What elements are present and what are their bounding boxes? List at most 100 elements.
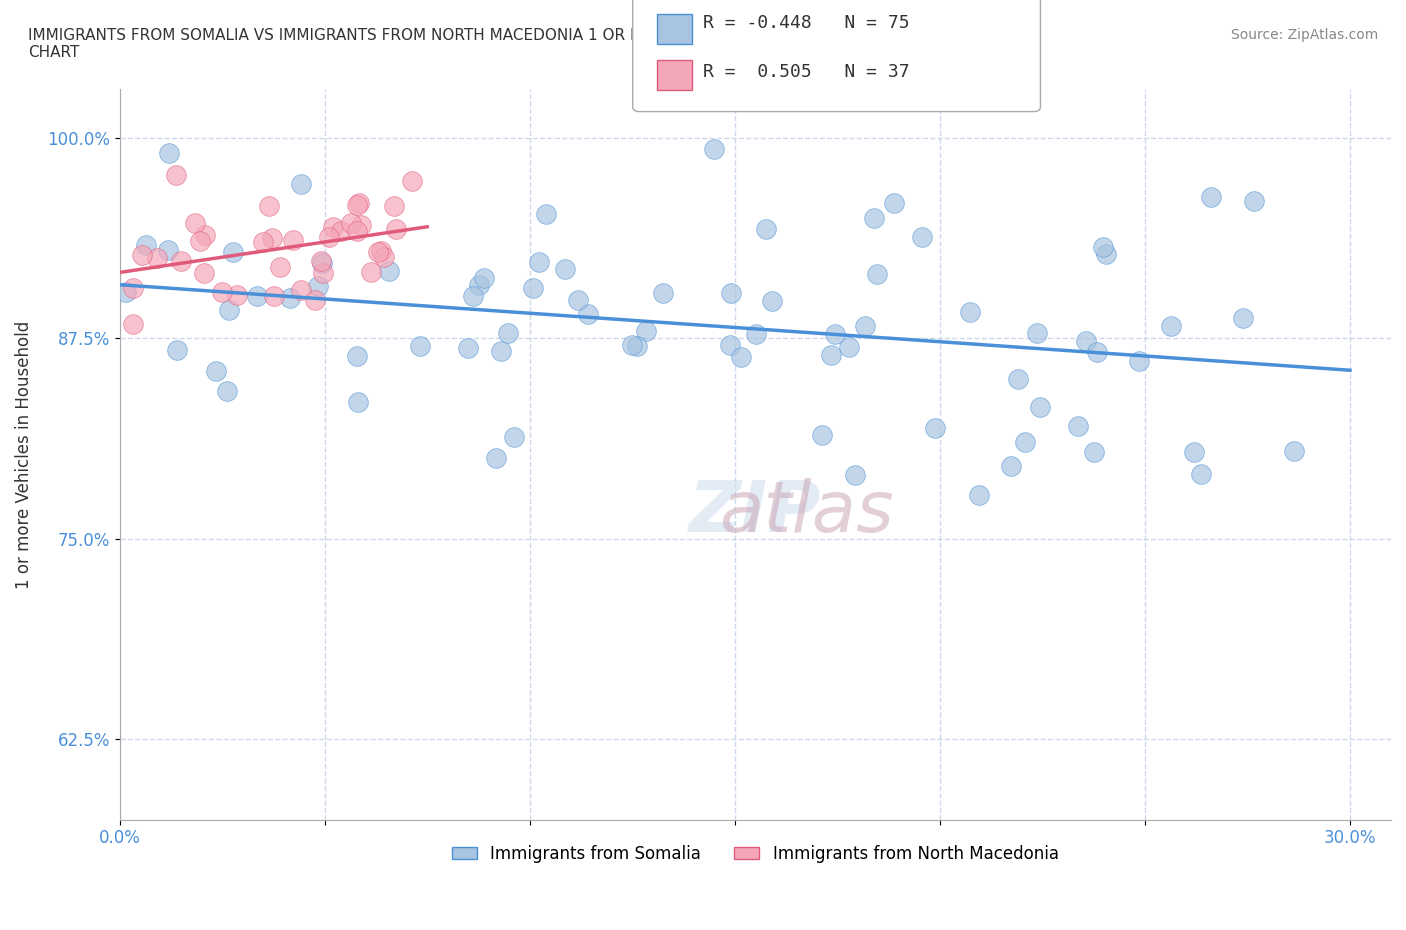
Immigrants from Somalia bbox=[1000, 458, 1022, 473]
Immigrants from North Macedonia bbox=[252, 234, 274, 249]
Immigrants from Somalia bbox=[377, 263, 399, 278]
Immigrants from Somalia bbox=[1076, 334, 1098, 349]
Immigrants from North Macedonia bbox=[170, 254, 193, 269]
Immigrants from Somalia bbox=[307, 279, 329, 294]
Immigrants from Somalia bbox=[838, 339, 860, 354]
Immigrants from Somalia bbox=[820, 347, 842, 362]
Immigrants from Somalia bbox=[718, 338, 741, 352]
Immigrants from Somalia bbox=[522, 280, 544, 295]
Immigrants from North Macedonia bbox=[340, 216, 363, 231]
Immigrants from North Macedonia bbox=[318, 230, 340, 245]
Immigrants from Somalia bbox=[1243, 193, 1265, 208]
Immigrants from North Macedonia bbox=[226, 287, 249, 302]
Immigrants from Somalia bbox=[703, 141, 725, 156]
Immigrants from Somalia bbox=[755, 221, 778, 236]
Immigrants from Somalia bbox=[1091, 239, 1114, 254]
Immigrants from Somalia bbox=[576, 306, 599, 321]
Immigrants from Somalia bbox=[489, 343, 512, 358]
Immigrants from Somalia bbox=[166, 343, 188, 358]
Immigrants from North Macedonia bbox=[401, 174, 423, 189]
Text: R = -0.448   N = 75: R = -0.448 N = 75 bbox=[703, 14, 910, 33]
Immigrants from Somalia bbox=[1182, 445, 1205, 459]
Immigrants from North Macedonia bbox=[121, 316, 143, 331]
Immigrants from Somalia bbox=[135, 238, 157, 253]
Immigrants from Somalia bbox=[115, 284, 138, 299]
Immigrants from Somalia bbox=[863, 211, 886, 226]
Immigrants from North Macedonia bbox=[290, 283, 312, 298]
Immigrants from North Macedonia bbox=[385, 221, 408, 236]
Immigrants from North Macedonia bbox=[257, 199, 280, 214]
Immigrants from Somalia bbox=[1014, 434, 1036, 449]
Immigrants from North Macedonia bbox=[211, 285, 233, 299]
Immigrants from Somalia bbox=[461, 289, 484, 304]
Immigrants from North Macedonia bbox=[121, 281, 143, 296]
Immigrants from North Macedonia bbox=[194, 227, 217, 242]
Immigrants from Somalia bbox=[811, 428, 834, 443]
Text: atlas: atlas bbox=[718, 478, 893, 548]
Immigrants from North Macedonia bbox=[322, 219, 344, 234]
Immigrants from North Macedonia bbox=[382, 199, 405, 214]
Immigrants from North Macedonia bbox=[283, 232, 305, 247]
Immigrants from North Macedonia bbox=[262, 231, 284, 246]
Immigrants from North Macedonia bbox=[330, 224, 353, 239]
Immigrants from Somalia bbox=[761, 294, 783, 309]
Immigrants from Somalia bbox=[246, 288, 269, 303]
Immigrants from Somalia bbox=[290, 177, 312, 192]
Immigrants from North Macedonia bbox=[360, 264, 382, 279]
Immigrants from Somalia bbox=[215, 383, 238, 398]
Immigrants from North Macedonia bbox=[146, 251, 169, 266]
Immigrants from Somalia bbox=[472, 271, 495, 286]
Immigrants from North Macedonia bbox=[367, 245, 389, 259]
Immigrants from Somalia bbox=[883, 195, 905, 210]
Immigrants from Somalia bbox=[1085, 344, 1108, 359]
Immigrants from Somalia bbox=[1160, 319, 1182, 334]
Immigrants from Somalia bbox=[554, 261, 576, 276]
Text: IMMIGRANTS FROM SOMALIA VS IMMIGRANTS FROM NORTH MACEDONIA 1 OR MORE VEHICLES IN: IMMIGRANTS FROM SOMALIA VS IMMIGRANTS FR… bbox=[28, 28, 993, 60]
Immigrants from North Macedonia bbox=[312, 265, 335, 280]
Immigrants from Somalia bbox=[1029, 400, 1052, 415]
Immigrants from Somalia bbox=[280, 291, 302, 306]
Text: Source: ZipAtlas.com: Source: ZipAtlas.com bbox=[1230, 28, 1378, 42]
Immigrants from Somalia bbox=[1189, 467, 1212, 482]
Immigrants from Somalia bbox=[457, 341, 479, 356]
Immigrants from Somalia bbox=[1067, 418, 1090, 433]
Immigrants from North Macedonia bbox=[263, 288, 285, 303]
Immigrants from Somalia bbox=[745, 326, 768, 341]
Immigrants from Somalia bbox=[844, 468, 866, 483]
Immigrants from Somalia bbox=[409, 339, 432, 353]
Immigrants from Somalia bbox=[720, 286, 742, 300]
Immigrants from Somalia bbox=[347, 395, 370, 410]
Immigrants from Somalia bbox=[1094, 246, 1116, 261]
Immigrants from Somalia bbox=[1284, 444, 1306, 458]
Immigrants from North Macedonia bbox=[309, 254, 332, 269]
Immigrants from North Macedonia bbox=[165, 167, 187, 182]
Immigrants from Somalia bbox=[967, 488, 990, 503]
Immigrants from Somalia bbox=[636, 324, 658, 339]
Immigrants from Somalia bbox=[484, 451, 506, 466]
Immigrants from Somalia bbox=[346, 349, 368, 364]
Immigrants from North Macedonia bbox=[184, 216, 207, 231]
Immigrants from Somalia bbox=[1083, 445, 1105, 459]
Text: R =  0.505   N = 37: R = 0.505 N = 37 bbox=[703, 62, 910, 81]
Text: ZIP: ZIP bbox=[689, 478, 821, 548]
Immigrants from Somalia bbox=[924, 420, 946, 435]
Immigrants from Somalia bbox=[911, 230, 934, 245]
Immigrants from North Macedonia bbox=[350, 218, 373, 232]
Immigrants from Somalia bbox=[218, 302, 240, 317]
Immigrants from Somalia bbox=[824, 326, 846, 341]
Immigrants from Somalia bbox=[527, 254, 550, 269]
Y-axis label: 1 or more Vehicles in Household: 1 or more Vehicles in Household bbox=[15, 320, 32, 589]
Immigrants from Somalia bbox=[534, 206, 557, 221]
Immigrants from Somalia bbox=[620, 338, 643, 352]
Immigrants from Somalia bbox=[866, 267, 889, 282]
Immigrants from North Macedonia bbox=[269, 259, 291, 274]
Immigrants from Somalia bbox=[1007, 371, 1029, 386]
Immigrants from Somalia bbox=[205, 364, 228, 379]
Immigrants from Somalia bbox=[467, 278, 489, 293]
Legend: Immigrants from Somalia, Immigrants from North Macedonia: Immigrants from Somalia, Immigrants from… bbox=[446, 838, 1066, 870]
Immigrants from Somalia bbox=[157, 243, 180, 258]
Immigrants from Somalia bbox=[730, 350, 752, 365]
Immigrants from Somalia bbox=[1128, 353, 1150, 368]
Immigrants from North Macedonia bbox=[304, 293, 326, 308]
Immigrants from Somalia bbox=[1201, 189, 1223, 204]
